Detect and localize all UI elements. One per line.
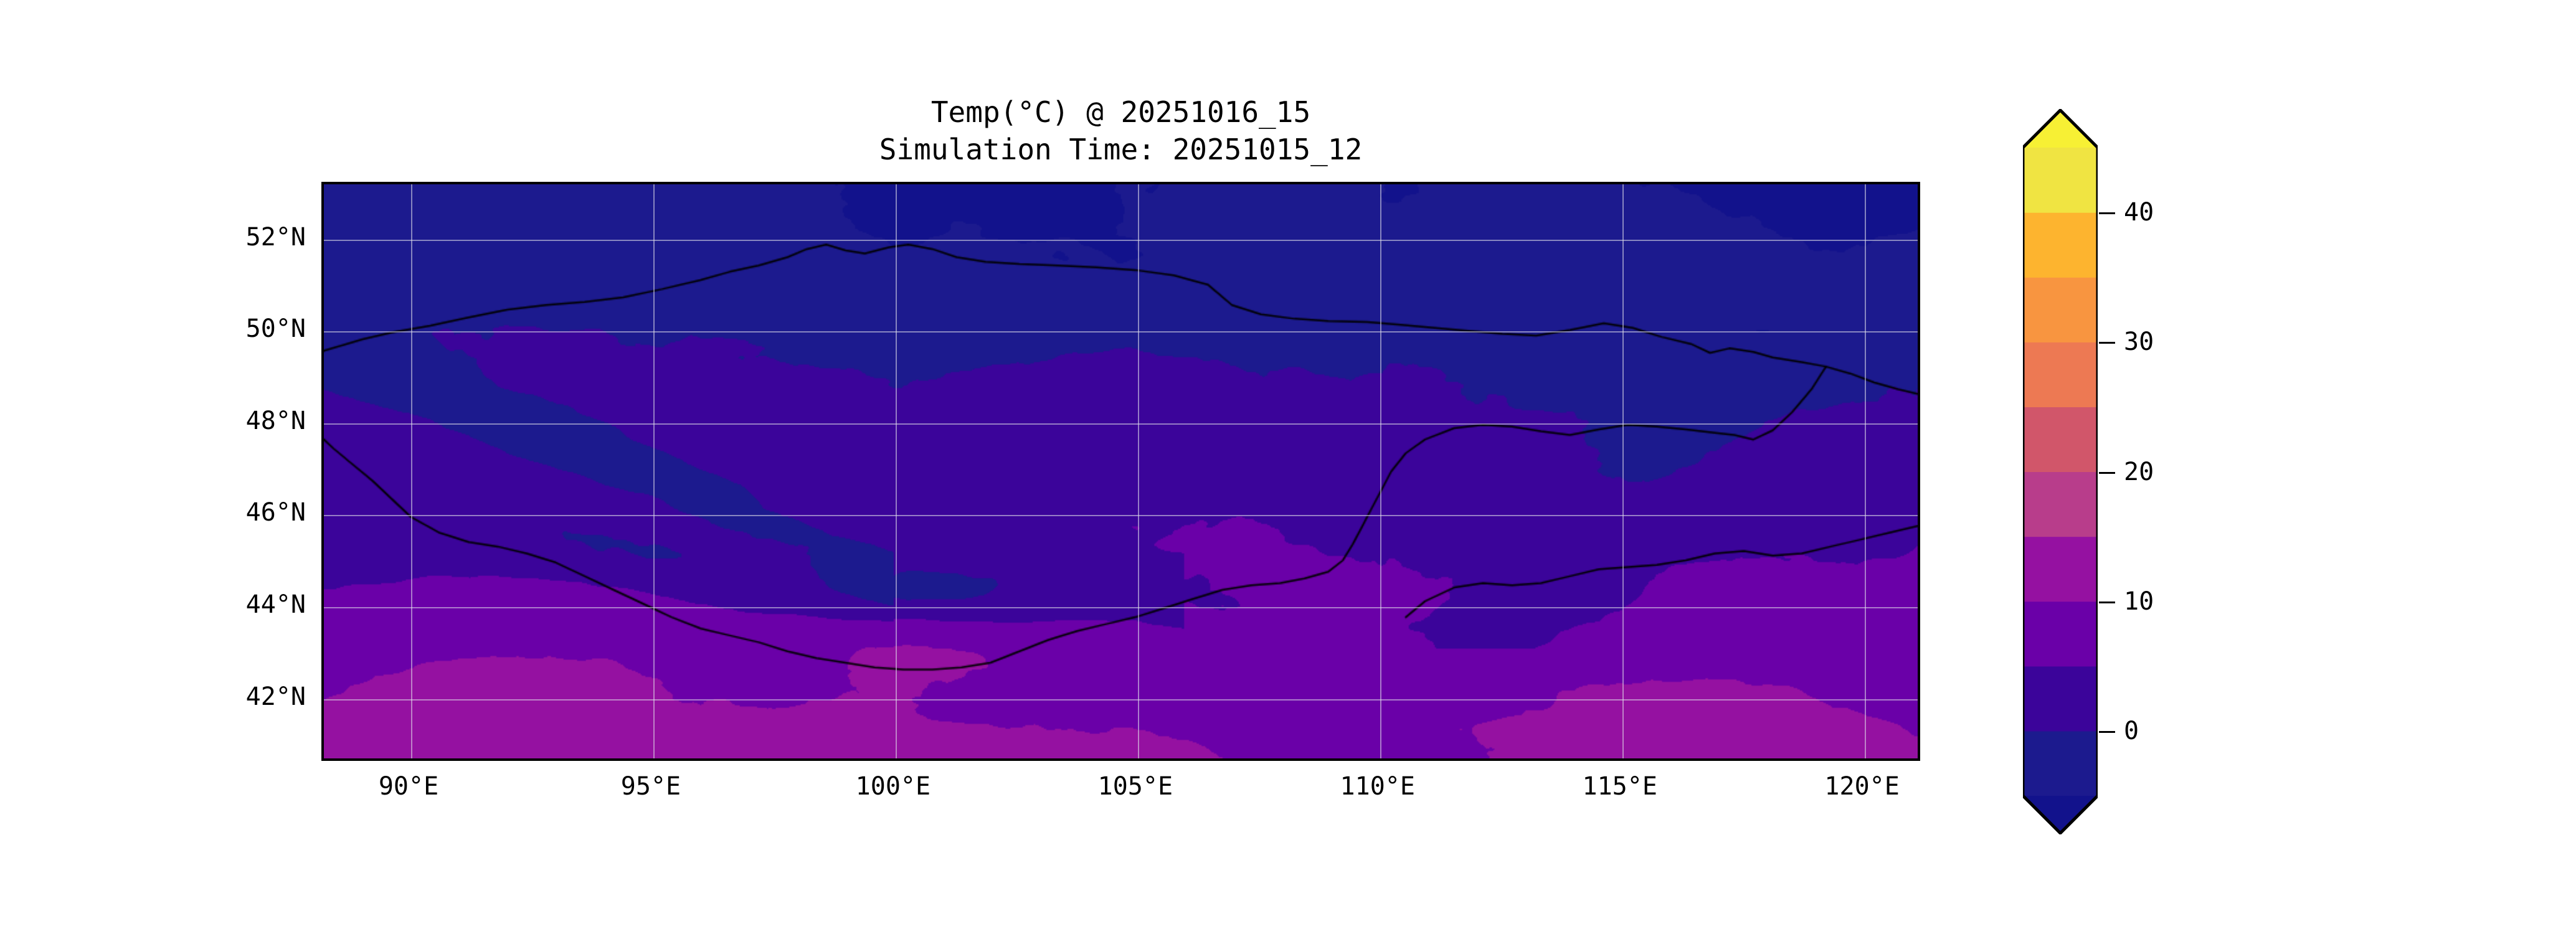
gridline-lat-52	[324, 239, 1918, 241]
title-line-variable: Temp(°C) @ 20251016_15	[930, 95, 1311, 129]
colorbar-tick-label-30: 30	[2124, 328, 2154, 357]
xtick-100: 100°E	[855, 772, 931, 801]
ytick-48: 48°N	[245, 406, 306, 435]
gridline-lat-46	[324, 515, 1918, 517]
xtick-110: 110°E	[1340, 772, 1415, 801]
colorbar-band-35to40	[2023, 212, 2098, 278]
ytick-44: 44°N	[245, 590, 306, 620]
colorbar-tick-label-20: 20	[2124, 457, 2154, 486]
colorbar-tick-line-10	[2099, 601, 2115, 603]
colorbar-band-40to45	[2023, 148, 2098, 213]
gridline-lat-50	[324, 331, 1918, 333]
title-line-simulation: Simulation Time: 20251015_12	[879, 133, 1363, 166]
colorbar-tick-line-40	[2099, 212, 2115, 215]
ytick-42: 42°N	[245, 682, 306, 711]
colorbar-tick-label-0: 0	[2124, 716, 2139, 745]
gridline-lon-115	[1622, 184, 1624, 758]
colorbar-tick-line-0	[2099, 730, 2115, 733]
gridline-lat-48	[324, 423, 1918, 425]
colorbar-band-5to10	[2023, 601, 2098, 667]
gridline-lon-105	[1137, 184, 1139, 758]
ytick-50: 50°N	[245, 314, 306, 344]
xtick-95: 95°E	[620, 772, 681, 801]
colorbar-outline	[2023, 109, 2098, 834]
colorbar-tick-line-20	[2099, 471, 2115, 474]
chart-title: Temp(°C) @ 20251016_15 Simulation Time: …	[321, 93, 1920, 168]
gridline-lon-95	[653, 184, 655, 758]
gridline-lon-100	[895, 184, 897, 758]
colorbar-tick-line-30	[2099, 342, 2115, 344]
colorbar-band-20to25	[2023, 407, 2098, 473]
gridline-lon-110	[1380, 184, 1381, 758]
colorbar-band-30to35	[2023, 277, 2098, 342]
colorbar[interactable]: 40 30 20 10 0	[2023, 109, 2154, 834]
colorbar-band-0to5	[2023, 666, 2098, 732]
gridline-lon-90	[411, 184, 413, 758]
xtick-115: 115°E	[1582, 772, 1657, 801]
colorbar-tick-label-10: 10	[2124, 587, 2154, 616]
colorbar-band-10to15	[2023, 536, 2098, 602]
gridline-lat-44	[324, 607, 1918, 609]
ytick-52: 52°N	[245, 222, 306, 252]
map-plot-area[interactable]	[321, 182, 1920, 761]
colorbar-extend-over	[2023, 110, 2098, 148]
gridline-lat-42	[324, 699, 1918, 700]
colorbar-gradient	[2023, 109, 2098, 834]
xtick-90: 90°E	[378, 772, 439, 801]
colorbar-band-25to30	[2023, 342, 2098, 407]
colorbar-tick-label-40: 40	[2124, 198, 2154, 227]
gridline-lon-120	[1864, 184, 1866, 758]
xtick-105: 105°E	[1097, 772, 1173, 801]
colorbar-band-15to20	[2023, 471, 2098, 537]
colorbar-extend-under	[2023, 796, 2098, 833]
colorbar-band--5to0	[2023, 730, 2098, 796]
temperature-field	[324, 184, 1918, 758]
xtick-120: 120°E	[1824, 772, 1900, 801]
ytick-46: 46°N	[245, 498, 306, 527]
